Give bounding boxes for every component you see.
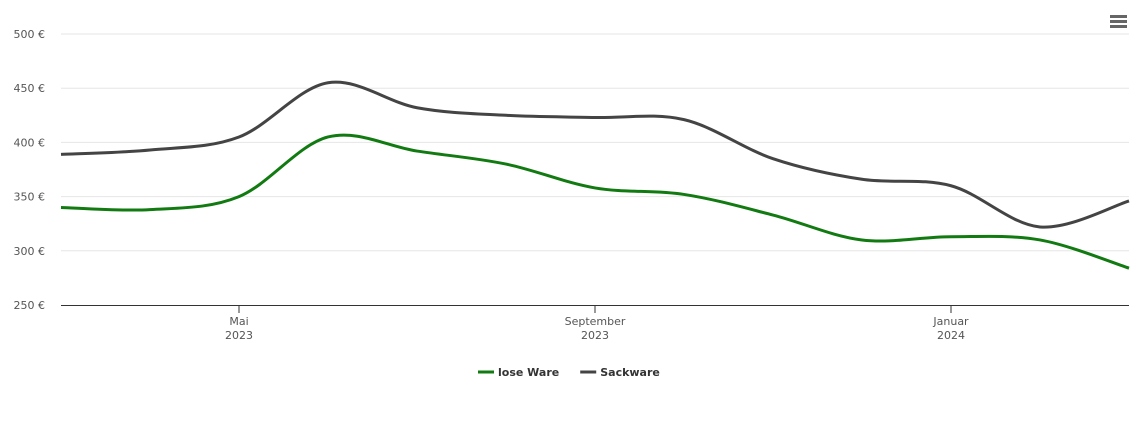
x-tick-label: Januar <box>932 315 969 328</box>
x-tick-label: 2024 <box>937 329 965 342</box>
x-tick-label: Mai <box>229 315 248 328</box>
y-tick-label: 300 € <box>14 245 46 258</box>
menu-bar <box>1110 25 1127 28</box>
menu-bar <box>1110 15 1127 18</box>
menu-button[interactable] <box>1110 15 1127 28</box>
legend: lose Ware Sackware <box>478 366 660 379</box>
y-tick-label: 450 € <box>14 82 46 95</box>
x-tick-label: September <box>565 315 626 328</box>
series-line <box>60 133 1130 270</box>
x-tick-label: 2023 <box>581 329 609 342</box>
legend-item[interactable]: lose Ware <box>478 366 559 379</box>
series-line <box>60 80 1130 229</box>
y-tick-label: 350 € <box>14 191 46 204</box>
menu-bar <box>1110 20 1127 23</box>
legend-label: lose Ware <box>498 366 559 379</box>
legend-label: Sackware <box>600 366 660 379</box>
legend-item[interactable]: Sackware <box>580 366 660 379</box>
y-tick-label: 400 € <box>14 136 46 149</box>
x-tick-label: 2023 <box>225 329 253 342</box>
y-tick-label: 500 € <box>14 28 46 41</box>
y-tick-label: 250 € <box>14 299 46 312</box>
